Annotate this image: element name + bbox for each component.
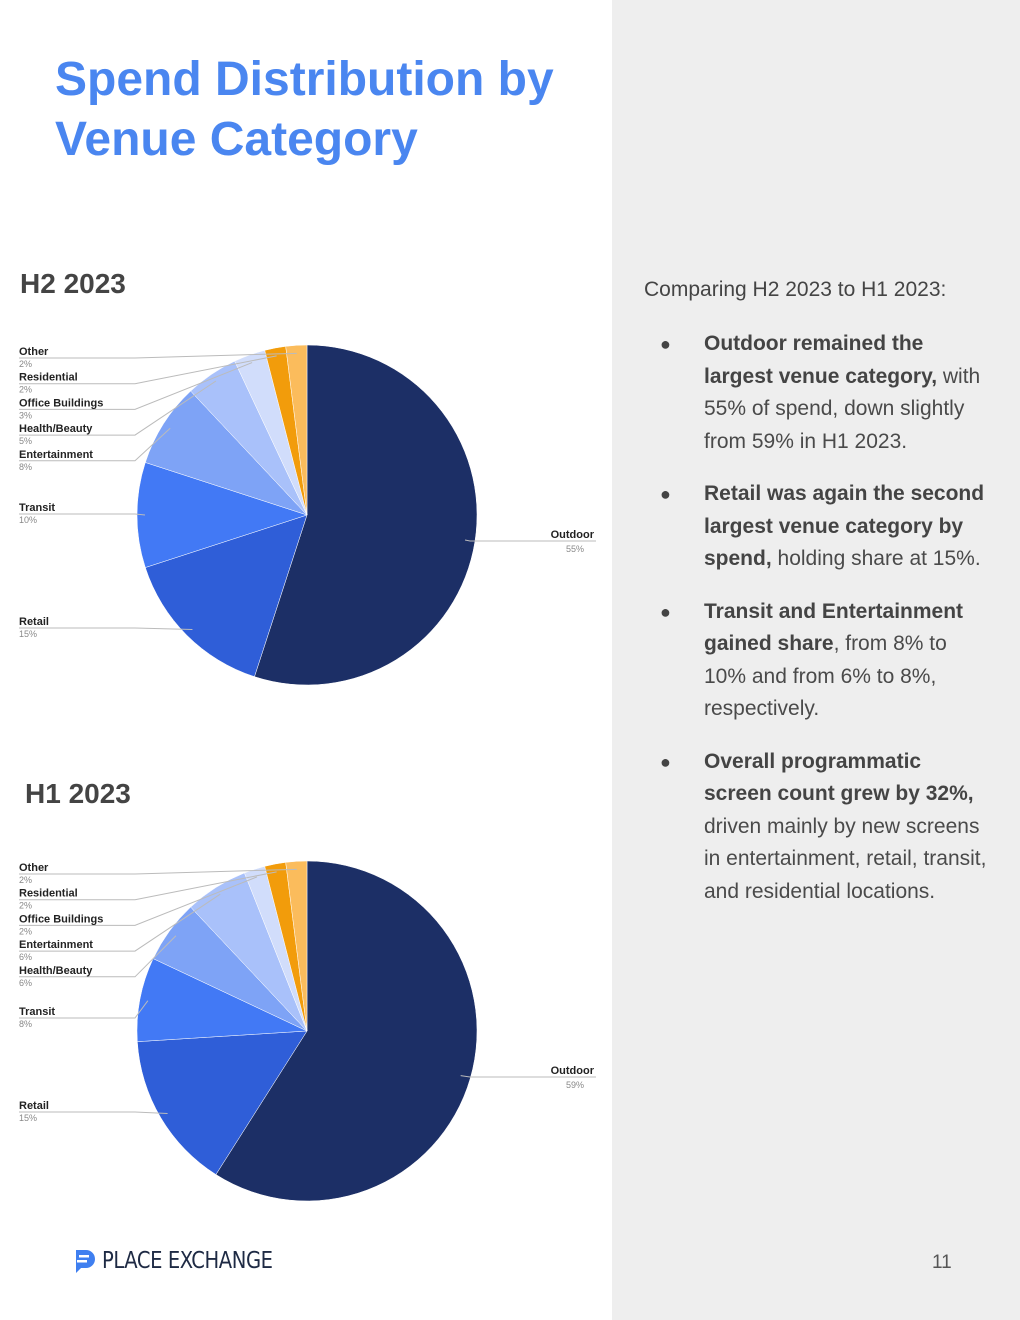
slice-label-entertainment: Entertainment — [19, 939, 93, 951]
bullet-text: , from 8% to 10% and from 6% to 8%, resp… — [704, 632, 947, 720]
page-number: 11 — [932, 1252, 952, 1273]
slice-pct-retail: 15% — [19, 629, 37, 639]
slice-label-health-beauty: Health/Beauty — [19, 965, 93, 977]
slice-pct-transit: 10% — [19, 515, 37, 525]
slice-label-other: Other — [19, 346, 49, 358]
slice-pct-residential: 2% — [19, 901, 32, 911]
slice-label-residential: Residential — [19, 372, 78, 384]
bullet-icon: ● — [660, 334, 671, 354]
slice-pct-outdoor: 55% — [566, 544, 584, 554]
bullet-icon: ● — [660, 484, 671, 504]
slice-pct-retail: 15% — [19, 1113, 37, 1123]
chart-title-h2: H2 2023 — [20, 268, 126, 299]
bullet-text: holding share at 15%. — [771, 547, 981, 570]
intro-text: Comparing H2 2023 to H1 2023: — [644, 278, 947, 301]
slice-label-transit: Transit — [19, 1006, 55, 1018]
slice-pct-entertainment: 8% — [19, 462, 32, 472]
leader-line — [19, 380, 217, 436]
slice-label-retail: Retail — [19, 616, 49, 628]
bullet-item: ● Outdoor remained the largest venue cate… — [660, 328, 990, 458]
bullet-bold: Retail was again the second largest venu… — [704, 482, 985, 570]
slice-pct-residential: 2% — [19, 385, 32, 395]
bullet-icon: ● — [660, 751, 671, 772]
bullet-item: ● Retail was again the second largest ven… — [660, 478, 990, 576]
leader-line — [19, 627, 193, 631]
leader-line — [464, 539, 596, 542]
pie-slice-other — [285, 860, 308, 1032]
pie-slice-retail — [137, 1030, 308, 1175]
chart-title-h1: H1 2023 — [25, 778, 131, 809]
slice-label-health-beauty: Health/Beauty — [19, 423, 93, 435]
leader-line — [19, 1111, 168, 1114]
slice-label-residential: Residential — [19, 888, 78, 900]
right-panel — [612, 0, 1020, 1320]
leader-line — [19, 362, 253, 410]
leader-line — [19, 513, 146, 516]
pie-slice-retail — [145, 514, 308, 677]
bullet-bold: Outdoor remained the largest venue categ… — [704, 332, 938, 388]
place-exchange-logo-icon — [76, 1250, 95, 1273]
pie-slice-outdoor — [215, 860, 478, 1202]
slice-pct-health-beauty: 5% — [19, 436, 32, 446]
slice-label-entertainment: Entertainment — [19, 449, 93, 461]
leader-line — [19, 935, 177, 978]
leader-line — [19, 876, 258, 926]
slice-label-office-buildings: Office Buildings — [19, 397, 103, 409]
pie-slice-transit — [136, 462, 308, 568]
bullet-item: ● Transit and Entertainment gained share,… — [660, 596, 990, 726]
bullet-item: ● Overall programmatic screen count grew … — [660, 746, 990, 909]
leader-line — [19, 868, 297, 875]
bullet-icon: ● — [660, 601, 671, 622]
bullet-text: with 55% of spend, down slightly from 59… — [704, 364, 981, 453]
slice-pct-outdoor: 59% — [566, 1080, 584, 1090]
slice-pct-entertainment: 6% — [19, 952, 32, 962]
slice-pct-office-buildings: 3% — [19, 410, 32, 420]
leader-line — [460, 1075, 596, 1078]
pie-slice-other — [285, 344, 308, 516]
bullet-bold: Transit and Entertainment gained share — [704, 599, 964, 656]
leader-line — [19, 1000, 149, 1019]
slice-pct-office-buildings: 2% — [19, 926, 32, 936]
slice-label-other: Other — [19, 862, 49, 874]
bullet-list: ● Outdoor remained the largest venue cate… — [660, 328, 990, 928]
logo-text: PLACE EXCHANGE — [102, 1248, 273, 1274]
slice-pct-health-beauty: 6% — [19, 978, 32, 988]
bullet-text: driven mainly by new screens in entertai… — [704, 814, 987, 903]
leader-line — [19, 427, 171, 462]
page-title: Spend Distribution by Venue Category — [55, 53, 554, 166]
leader-line — [19, 871, 277, 901]
slice-label-outdoor: Outdoor — [551, 1065, 595, 1077]
leader-line — [19, 352, 297, 359]
slice-pct-other: 2% — [19, 359, 32, 369]
slice-label-outdoor: Outdoor — [551, 529, 595, 541]
slice-label-office-buildings: Office Buildings — [19, 913, 103, 925]
leader-line — [19, 355, 277, 385]
slice-label-transit: Transit — [19, 502, 55, 514]
slice-pct-transit: 8% — [19, 1019, 32, 1029]
slice-label-retail: Retail — [19, 1100, 49, 1112]
pie-slice-outdoor — [254, 344, 478, 686]
bullet-bold: Overall programmatic screen count grew b… — [704, 749, 974, 806]
slice-pct-other: 2% — [19, 875, 32, 885]
logo: PLACE EXCHANGE — [72, 1248, 303, 1274]
leader-line — [19, 893, 221, 952]
